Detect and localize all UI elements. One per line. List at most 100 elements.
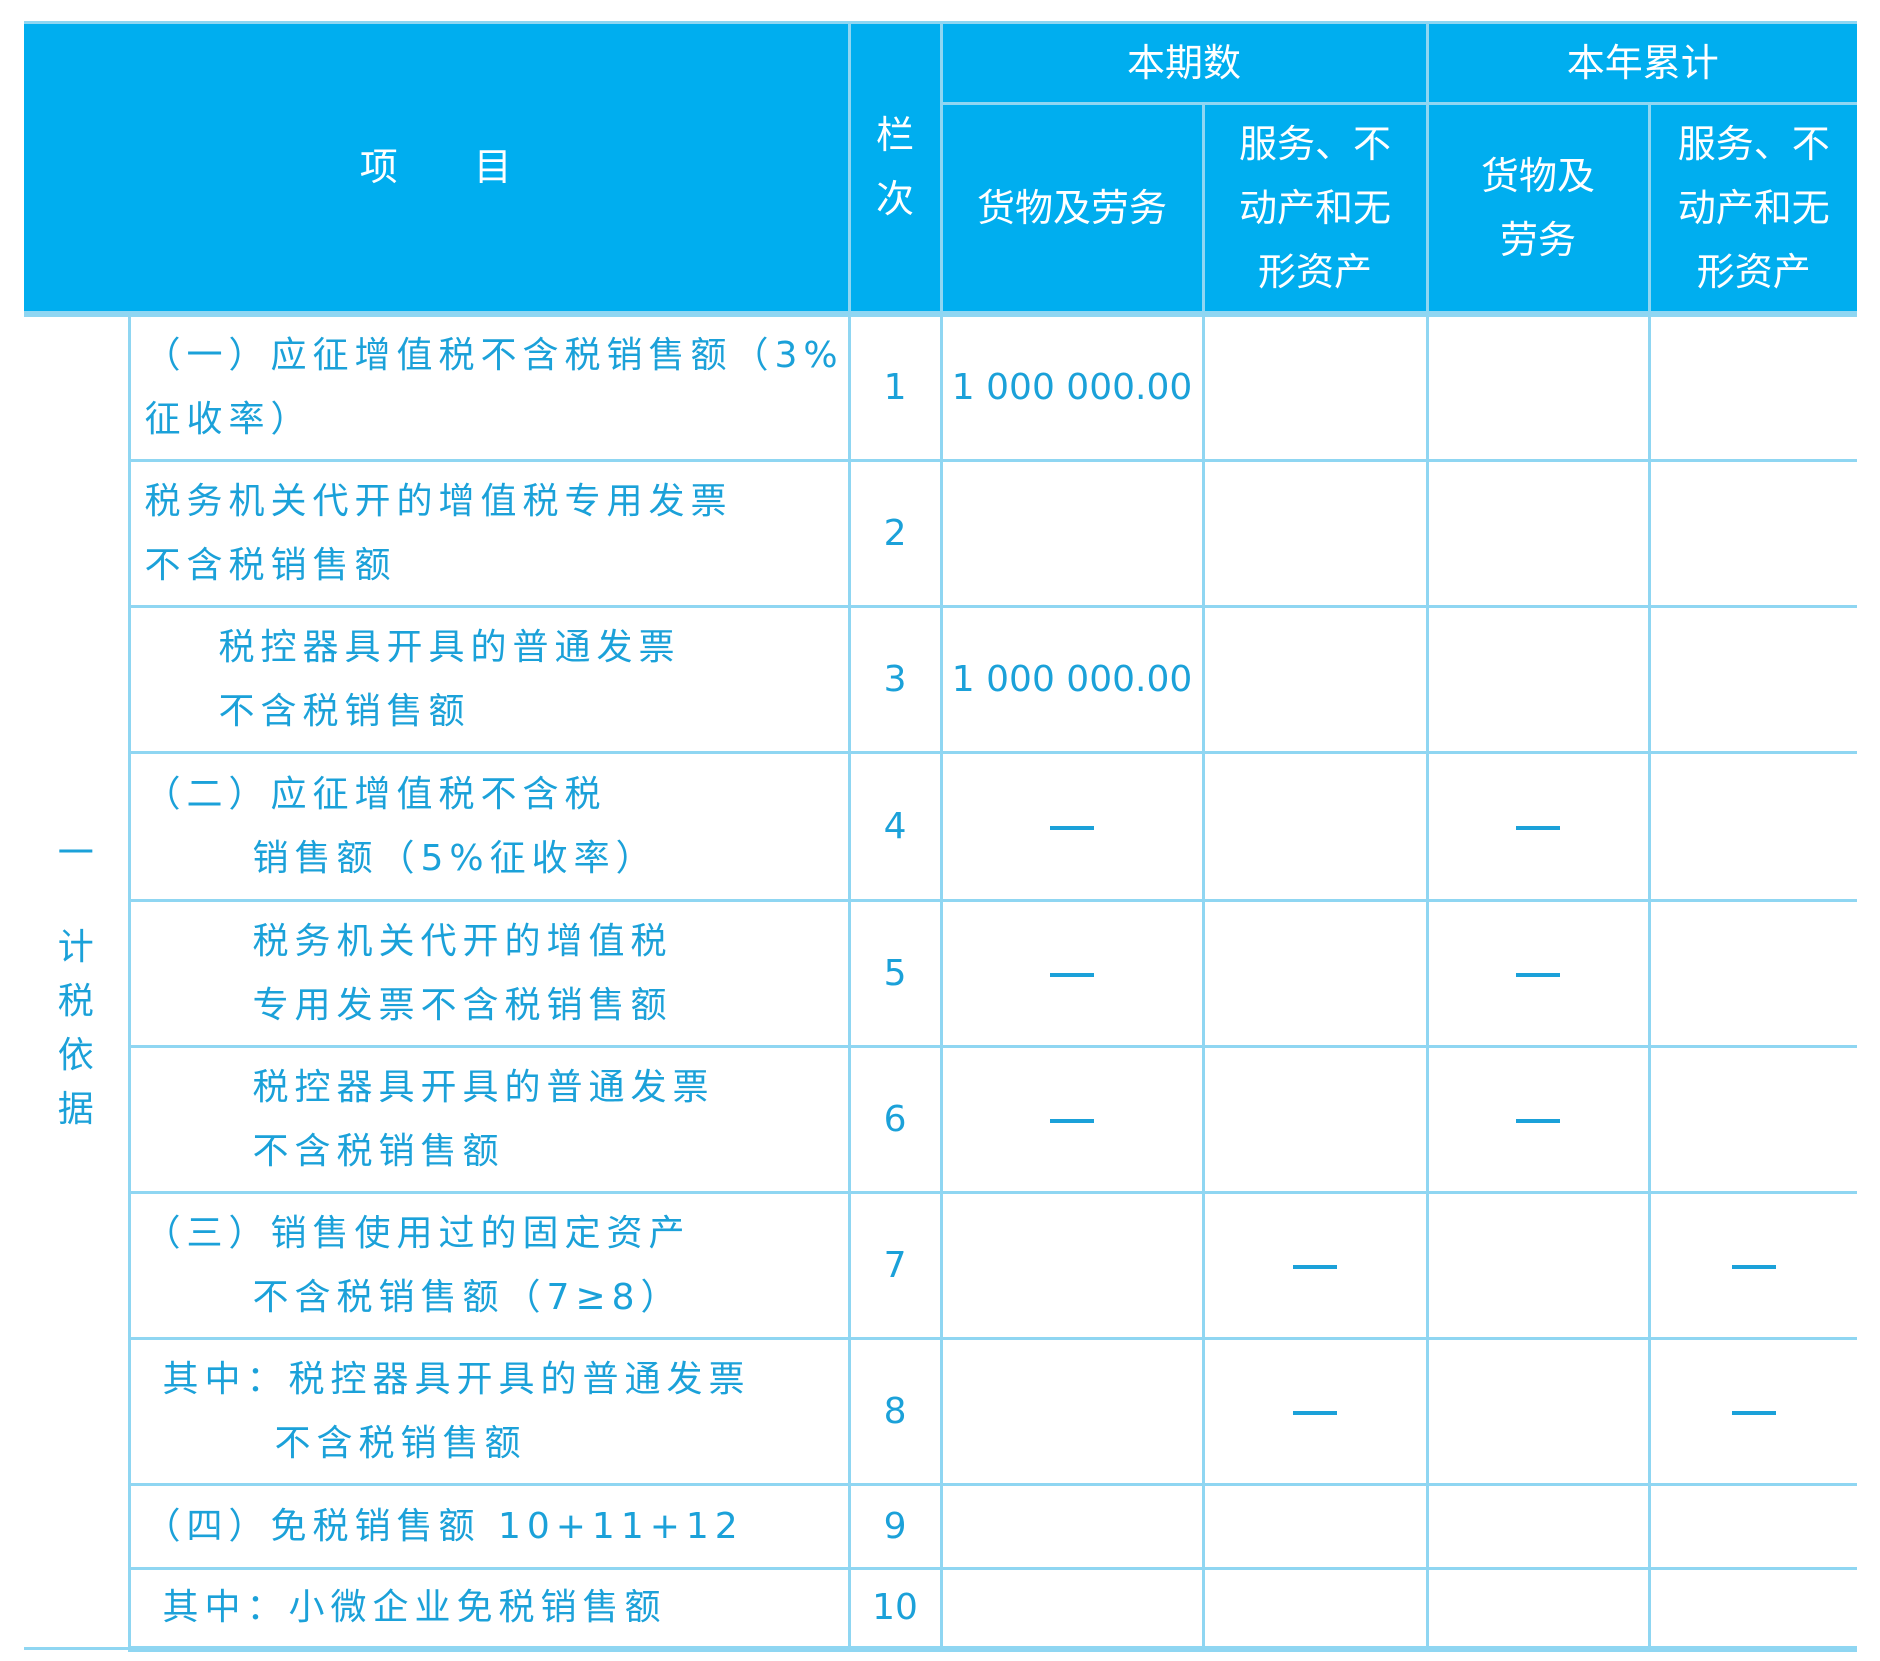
- header-services-property-ytd: 服务、不 动产和无 形资产: [1647, 102, 1858, 315]
- table-row: （三）销售使用过的固定资产 不含税销售额（7≥8） 7: [24, 1191, 1858, 1340]
- value-cell[interactable]: [1647, 751, 1858, 902]
- item-line: （四）免税销售额 10+11+12: [144, 1505, 744, 1547]
- item-line: 不含税销售额（7≥8）: [252, 1276, 683, 1318]
- item-line: 销售额（5%征收率）: [252, 837, 658, 879]
- value-cell[interactable]: [1201, 1045, 1429, 1194]
- table-row: 其中：小微企业免税销售额 10: [24, 1567, 1858, 1652]
- value-cell[interactable]: [1201, 1567, 1429, 1652]
- item-line: 税务机关代开的增值税专用发票: [144, 480, 733, 522]
- table-row: 税务机关代开的增值税 专用发票不含税销售额 5: [24, 899, 1858, 1048]
- item-label: 税务机关代开的增值税专用发票不含税销售额: [127, 899, 851, 1048]
- value-cell[interactable]: [1647, 1483, 1858, 1570]
- not-applicable-dash: [1516, 973, 1561, 977]
- value-cell[interactable]: [1425, 1567, 1651, 1652]
- value-cell[interactable]: 1 000 000.00: [939, 310, 1205, 462]
- value-cell[interactable]: [939, 459, 1205, 608]
- value-cell[interactable]: [1425, 751, 1651, 902]
- item-line: 税控器具开具的普通发票: [218, 626, 681, 668]
- value-cell[interactable]: [939, 1045, 1205, 1194]
- line-number: 1: [847, 310, 943, 462]
- value-cell[interactable]: [939, 1567, 1205, 1652]
- line-number: 4: [847, 751, 943, 902]
- value-cell[interactable]: [1425, 459, 1651, 608]
- item-line: 其中：小微企业免税销售额: [162, 1586, 667, 1628]
- value-cell[interactable]: [1647, 310, 1858, 462]
- value-cell[interactable]: [1425, 1337, 1651, 1486]
- item-label: 税务机关代开的增值税专用发票不含税销售额: [127, 459, 851, 608]
- item-label: 税控器具开具的普通发票 不含税销售额: [127, 1045, 851, 1194]
- value-cell[interactable]: [1647, 1567, 1858, 1652]
- value-cell[interactable]: [1425, 310, 1651, 462]
- group-label: 一计税依据: [24, 310, 131, 1650]
- value-cell[interactable]: [1425, 1045, 1651, 1194]
- group-char: 税: [57, 980, 94, 1022]
- value-cell[interactable]: [1201, 751, 1429, 902]
- group-char: 据: [57, 1088, 94, 1130]
- line-no-char: 次: [876, 177, 915, 222]
- header-item: 项 目: [24, 21, 851, 315]
- value-cell[interactable]: [939, 1337, 1205, 1486]
- item-label: 税控器具开具的普通发票 不含税销售额: [127, 605, 851, 754]
- value-cell[interactable]: [1201, 1191, 1429, 1340]
- item-line: 专用发票不含税销售额: [252, 984, 673, 1026]
- not-applicable-dash: [1050, 973, 1095, 977]
- value-cell[interactable]: [1425, 605, 1651, 754]
- item-line: 其中：税控器具开具的普通发票: [162, 1358, 751, 1400]
- value-cell[interactable]: [1201, 1337, 1429, 1486]
- value-cell[interactable]: [1647, 899, 1858, 1048]
- value-cell[interactable]: [1425, 899, 1651, 1048]
- line-number: 3: [847, 605, 943, 754]
- value-cell[interactable]: [939, 1483, 1205, 1570]
- value-cell[interactable]: [1647, 1191, 1858, 1340]
- group-char: 依: [57, 1034, 94, 1076]
- line-no-char: 栏: [876, 113, 915, 158]
- item-line: 不含税销售额: [144, 544, 397, 586]
- header-current-period: 本期数: [939, 21, 1429, 105]
- value-cell[interactable]: [1201, 310, 1429, 462]
- value-cell[interactable]: [1201, 1483, 1429, 1570]
- header-line-no: 栏次: [847, 21, 943, 315]
- item-line: 税控器具开具的普通发票: [252, 1066, 715, 1108]
- value-cell[interactable]: [1425, 1191, 1651, 1340]
- not-applicable-dash: [1731, 1265, 1776, 1269]
- value-cell[interactable]: [1647, 605, 1858, 754]
- item-label: （四）免税销售额 10+11+12: [127, 1483, 851, 1570]
- not-applicable-dash: [1050, 1119, 1095, 1123]
- line-number: 10: [847, 1567, 943, 1652]
- item-line: （一）应征增值税不含税销售额（3%: [144, 334, 844, 376]
- value-cell[interactable]: [939, 899, 1205, 1048]
- value-cell[interactable]: [1647, 459, 1858, 608]
- not-applicable-dash: [1293, 1411, 1338, 1415]
- value-cell[interactable]: [1647, 1337, 1858, 1486]
- value-cell[interactable]: [1425, 1483, 1651, 1570]
- line-number: 5: [847, 899, 943, 1048]
- item-label: （二）应征增值税不含税销售额（5%征收率）: [127, 751, 851, 902]
- table-row: （二）应征增值税不含税 销售额（5%征收率） 4: [24, 751, 1858, 902]
- item-line: 不含税销售额: [274, 1422, 527, 1464]
- line-number: 9: [847, 1483, 943, 1570]
- table-row: 税务机关代开的增值税专用发票 不含税销售额 2: [24, 459, 1858, 608]
- not-applicable-dash: [1516, 826, 1561, 830]
- value-cell[interactable]: [939, 751, 1205, 902]
- value-cell[interactable]: [1201, 899, 1429, 1048]
- value-cell[interactable]: [1201, 459, 1429, 608]
- not-applicable-dash: [1050, 826, 1095, 830]
- header-services-property: 服务、不 动产和无 形资产: [1201, 102, 1429, 315]
- value-cell[interactable]: [1647, 1045, 1858, 1194]
- item-label: （一）应征增值税不含税销售额（3% 征收率）: [127, 310, 851, 462]
- line-number: 7: [847, 1191, 943, 1340]
- not-applicable-dash: [1731, 1411, 1776, 1415]
- item-line: （二）应征增值税不含税: [144, 773, 607, 815]
- header-goods-services: 货物及劳务: [939, 102, 1205, 315]
- not-applicable-dash: [1293, 1265, 1338, 1269]
- value-cell[interactable]: [1201, 605, 1429, 754]
- value-cell[interactable]: 1 000 000.00: [939, 605, 1205, 754]
- vat-return-table: 项 目 栏次 本期数 本年累计 货物及劳务 服务、不 动产和无 形资产 货物及 劳务 …: [24, 21, 1858, 1652]
- header-year-to-date: 本年累计: [1425, 21, 1858, 105]
- item-label: 其中：税控器具开具的普通发票不含税销售额: [127, 1337, 851, 1486]
- value-cell[interactable]: [939, 1191, 1205, 1340]
- item-line: 不含税销售额: [252, 1130, 505, 1172]
- group-number: 一: [57, 832, 94, 874]
- item-label: 其中：小微企业免税销售额: [127, 1567, 851, 1652]
- line-number: 8: [847, 1337, 943, 1486]
